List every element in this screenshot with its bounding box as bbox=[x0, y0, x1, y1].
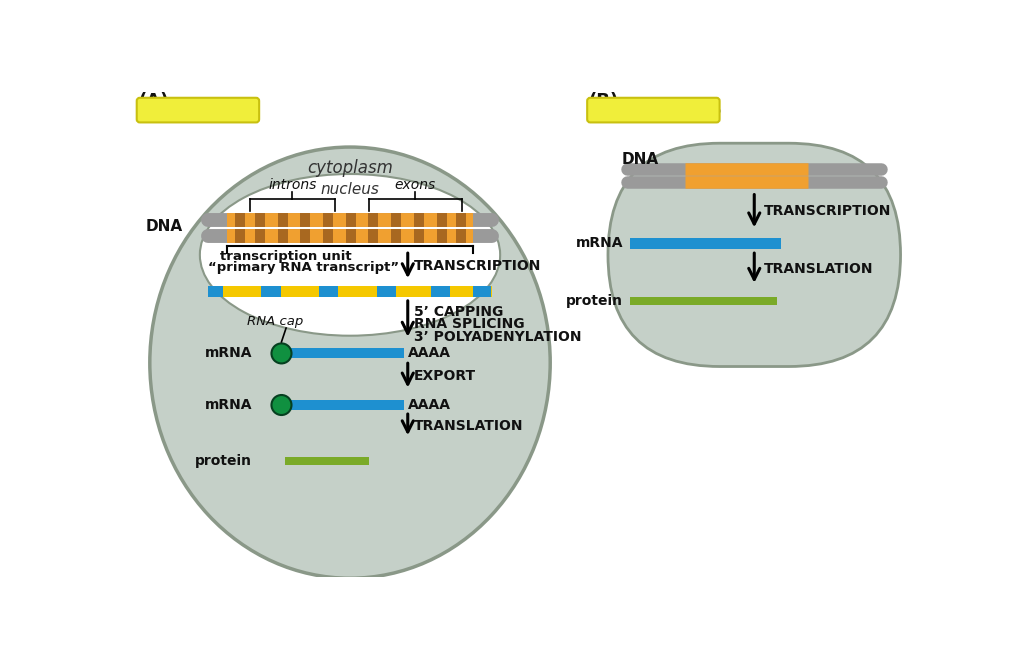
Bar bbox=[208, 286, 223, 297]
Bar bbox=[319, 286, 339, 297]
Text: DNA: DNA bbox=[145, 219, 183, 234]
Bar bbox=[473, 286, 490, 297]
Text: PROCARYOTES: PROCARYOTES bbox=[585, 101, 722, 119]
Text: (A): (A) bbox=[138, 91, 169, 110]
Text: “primary RNA transcript”: “primary RNA transcript” bbox=[208, 261, 398, 274]
Text: mRNA: mRNA bbox=[205, 398, 252, 412]
Bar bbox=[630, 238, 781, 249]
FancyBboxPatch shape bbox=[608, 143, 900, 367]
Bar bbox=[285, 457, 370, 465]
Text: DNA: DNA bbox=[622, 152, 659, 167]
Text: mRNA: mRNA bbox=[205, 347, 252, 360]
Text: mRNA: mRNA bbox=[575, 237, 624, 250]
FancyBboxPatch shape bbox=[137, 98, 259, 122]
Text: AAAA: AAAA bbox=[408, 347, 451, 360]
Bar bbox=[630, 297, 777, 305]
Text: 5’ CAPPING: 5’ CAPPING bbox=[414, 305, 503, 319]
Text: protein: protein bbox=[566, 294, 624, 308]
Text: TRANSLATION: TRANSLATION bbox=[414, 419, 523, 433]
FancyBboxPatch shape bbox=[587, 98, 720, 122]
Text: EUCARYOTES: EUCARYOTES bbox=[136, 101, 259, 119]
Text: exons: exons bbox=[395, 178, 436, 192]
Bar bbox=[208, 286, 493, 297]
Text: 3’ POLYADENYLATION: 3’ POLYADENYLATION bbox=[414, 330, 582, 343]
Text: nucleus: nucleus bbox=[321, 181, 380, 197]
Circle shape bbox=[271, 343, 292, 364]
Text: RNA SPLICING: RNA SPLICING bbox=[414, 318, 524, 331]
Text: TRANSCRIPTION: TRANSCRIPTION bbox=[414, 259, 542, 273]
Bar bbox=[431, 286, 451, 297]
Text: introns: introns bbox=[268, 178, 316, 192]
Text: transcription unit: transcription unit bbox=[220, 250, 351, 263]
Text: protein: protein bbox=[196, 454, 252, 469]
Text: cytoplasm: cytoplasm bbox=[307, 159, 393, 177]
Text: AAAA: AAAA bbox=[408, 398, 451, 412]
Bar bbox=[377, 286, 396, 297]
Ellipse shape bbox=[150, 147, 550, 578]
Circle shape bbox=[271, 395, 292, 415]
Bar bbox=[285, 400, 403, 410]
Text: RNA cap: RNA cap bbox=[247, 315, 303, 328]
Text: (B): (B) bbox=[589, 91, 618, 110]
Bar bbox=[261, 286, 281, 297]
Ellipse shape bbox=[200, 174, 500, 336]
Bar bbox=[285, 349, 403, 358]
Text: TRANSCRIPTION: TRANSCRIPTION bbox=[764, 204, 891, 218]
Text: TRANSLATION: TRANSLATION bbox=[764, 262, 873, 275]
Text: EXPORT: EXPORT bbox=[414, 369, 476, 383]
